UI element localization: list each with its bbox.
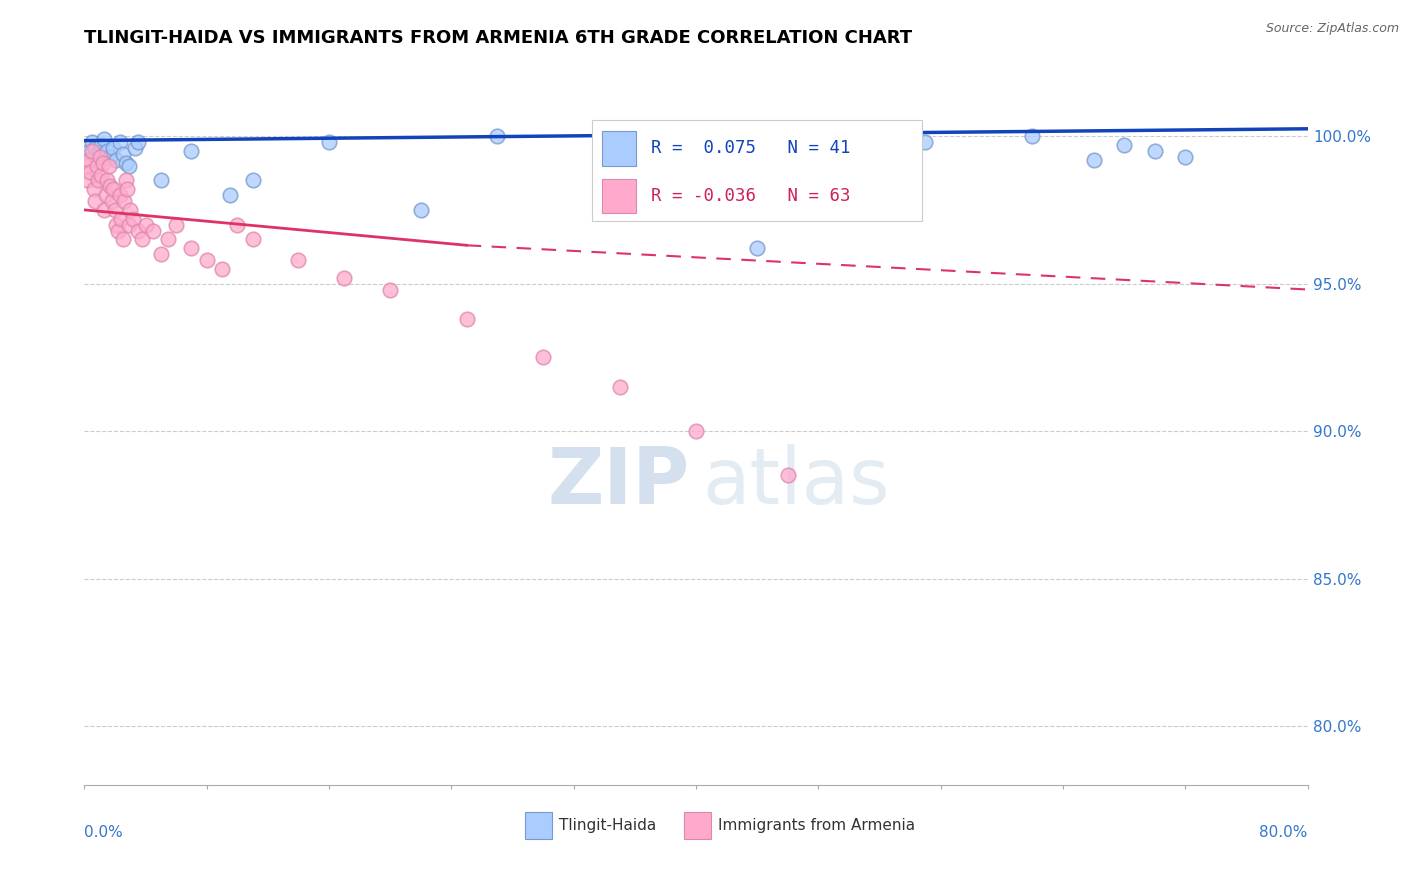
Point <box>114 155 136 169</box>
Point <box>409 202 432 217</box>
Point <box>120 202 142 217</box>
Point <box>180 241 202 255</box>
Point <box>218 188 240 202</box>
Point <box>149 247 172 261</box>
Point <box>1083 153 1105 167</box>
Point <box>75 159 97 173</box>
Point <box>77 153 100 167</box>
Point <box>157 232 180 246</box>
Point <box>107 223 129 237</box>
Point <box>87 146 110 161</box>
Bar <box>683 812 710 839</box>
Point <box>124 141 146 155</box>
Point <box>165 218 187 232</box>
Point <box>149 173 172 187</box>
Point <box>131 232 153 246</box>
Point <box>111 232 134 246</box>
Point <box>242 232 264 246</box>
Point <box>96 173 118 187</box>
Point <box>1174 150 1197 164</box>
Point <box>638 144 661 158</box>
Point <box>93 202 115 217</box>
Point <box>142 223 165 237</box>
Point <box>287 253 309 268</box>
Text: TLINGIT-HAIDA VS IMMIGRANTS FROM ARMENIA 6TH GRADE CORRELATION CHART: TLINGIT-HAIDA VS IMMIGRANTS FROM ARMENIA… <box>84 29 912 47</box>
Point <box>135 218 157 232</box>
Text: Immigrants from Armenia: Immigrants from Armenia <box>718 818 915 833</box>
Text: Tlingit-Haida: Tlingit-Haida <box>560 818 657 833</box>
Point <box>211 261 233 276</box>
Point <box>77 144 100 158</box>
Point <box>103 182 125 196</box>
Point <box>593 144 616 158</box>
Bar <box>602 131 636 166</box>
Point <box>1143 144 1166 158</box>
Bar <box>592 120 922 221</box>
Point <box>333 270 356 285</box>
Point <box>914 135 936 149</box>
Point <box>98 179 121 194</box>
Point <box>108 188 131 202</box>
Point <box>91 155 114 169</box>
Text: 0.0%: 0.0% <box>84 825 124 839</box>
Point <box>108 135 131 149</box>
Point <box>86 159 108 173</box>
Point <box>101 194 124 208</box>
Point <box>97 159 120 173</box>
Point <box>531 351 554 365</box>
Point <box>122 211 145 226</box>
Point <box>486 129 509 144</box>
Text: R =  0.075   N = 41: R = 0.075 N = 41 <box>651 139 851 157</box>
Point <box>105 218 128 232</box>
Point <box>80 135 103 149</box>
Point <box>80 144 103 158</box>
Point <box>98 150 121 164</box>
Text: ZIP: ZIP <box>547 443 690 519</box>
Point <box>96 144 118 158</box>
Point <box>127 135 149 149</box>
Point <box>105 153 128 167</box>
Point <box>110 211 132 226</box>
Point <box>1021 129 1043 144</box>
Point <box>93 132 115 146</box>
Point <box>776 468 799 483</box>
Point <box>747 241 769 255</box>
Text: R = -0.036   N = 63: R = -0.036 N = 63 <box>651 187 851 205</box>
Point <box>94 188 117 202</box>
Point <box>83 182 105 196</box>
Point <box>114 173 136 187</box>
Point <box>685 424 707 438</box>
Point <box>79 164 101 178</box>
Point <box>180 144 202 158</box>
Point <box>456 312 478 326</box>
Point <box>111 146 134 161</box>
Point <box>90 138 112 153</box>
Point <box>112 194 135 208</box>
Point <box>76 173 98 187</box>
Point <box>380 283 402 297</box>
Point <box>104 202 127 217</box>
Point <box>89 150 111 164</box>
Point <box>87 173 110 187</box>
Bar <box>602 178 636 213</box>
Point <box>84 194 107 208</box>
Text: Source: ZipAtlas.com: Source: ZipAtlas.com <box>1265 22 1399 36</box>
Point <box>1114 138 1136 153</box>
Point <box>226 218 249 232</box>
Point <box>242 173 264 187</box>
Text: 80.0%: 80.0% <box>1260 825 1308 839</box>
Point <box>318 135 340 149</box>
Point <box>118 218 141 232</box>
Point <box>195 253 218 268</box>
Point <box>84 141 107 155</box>
Point <box>127 223 149 237</box>
Text: atlas: atlas <box>702 443 890 519</box>
Point <box>118 159 141 173</box>
Bar <box>524 812 551 839</box>
Point <box>90 168 112 182</box>
Point <box>609 380 631 394</box>
Point <box>115 182 138 196</box>
Point <box>103 141 125 155</box>
